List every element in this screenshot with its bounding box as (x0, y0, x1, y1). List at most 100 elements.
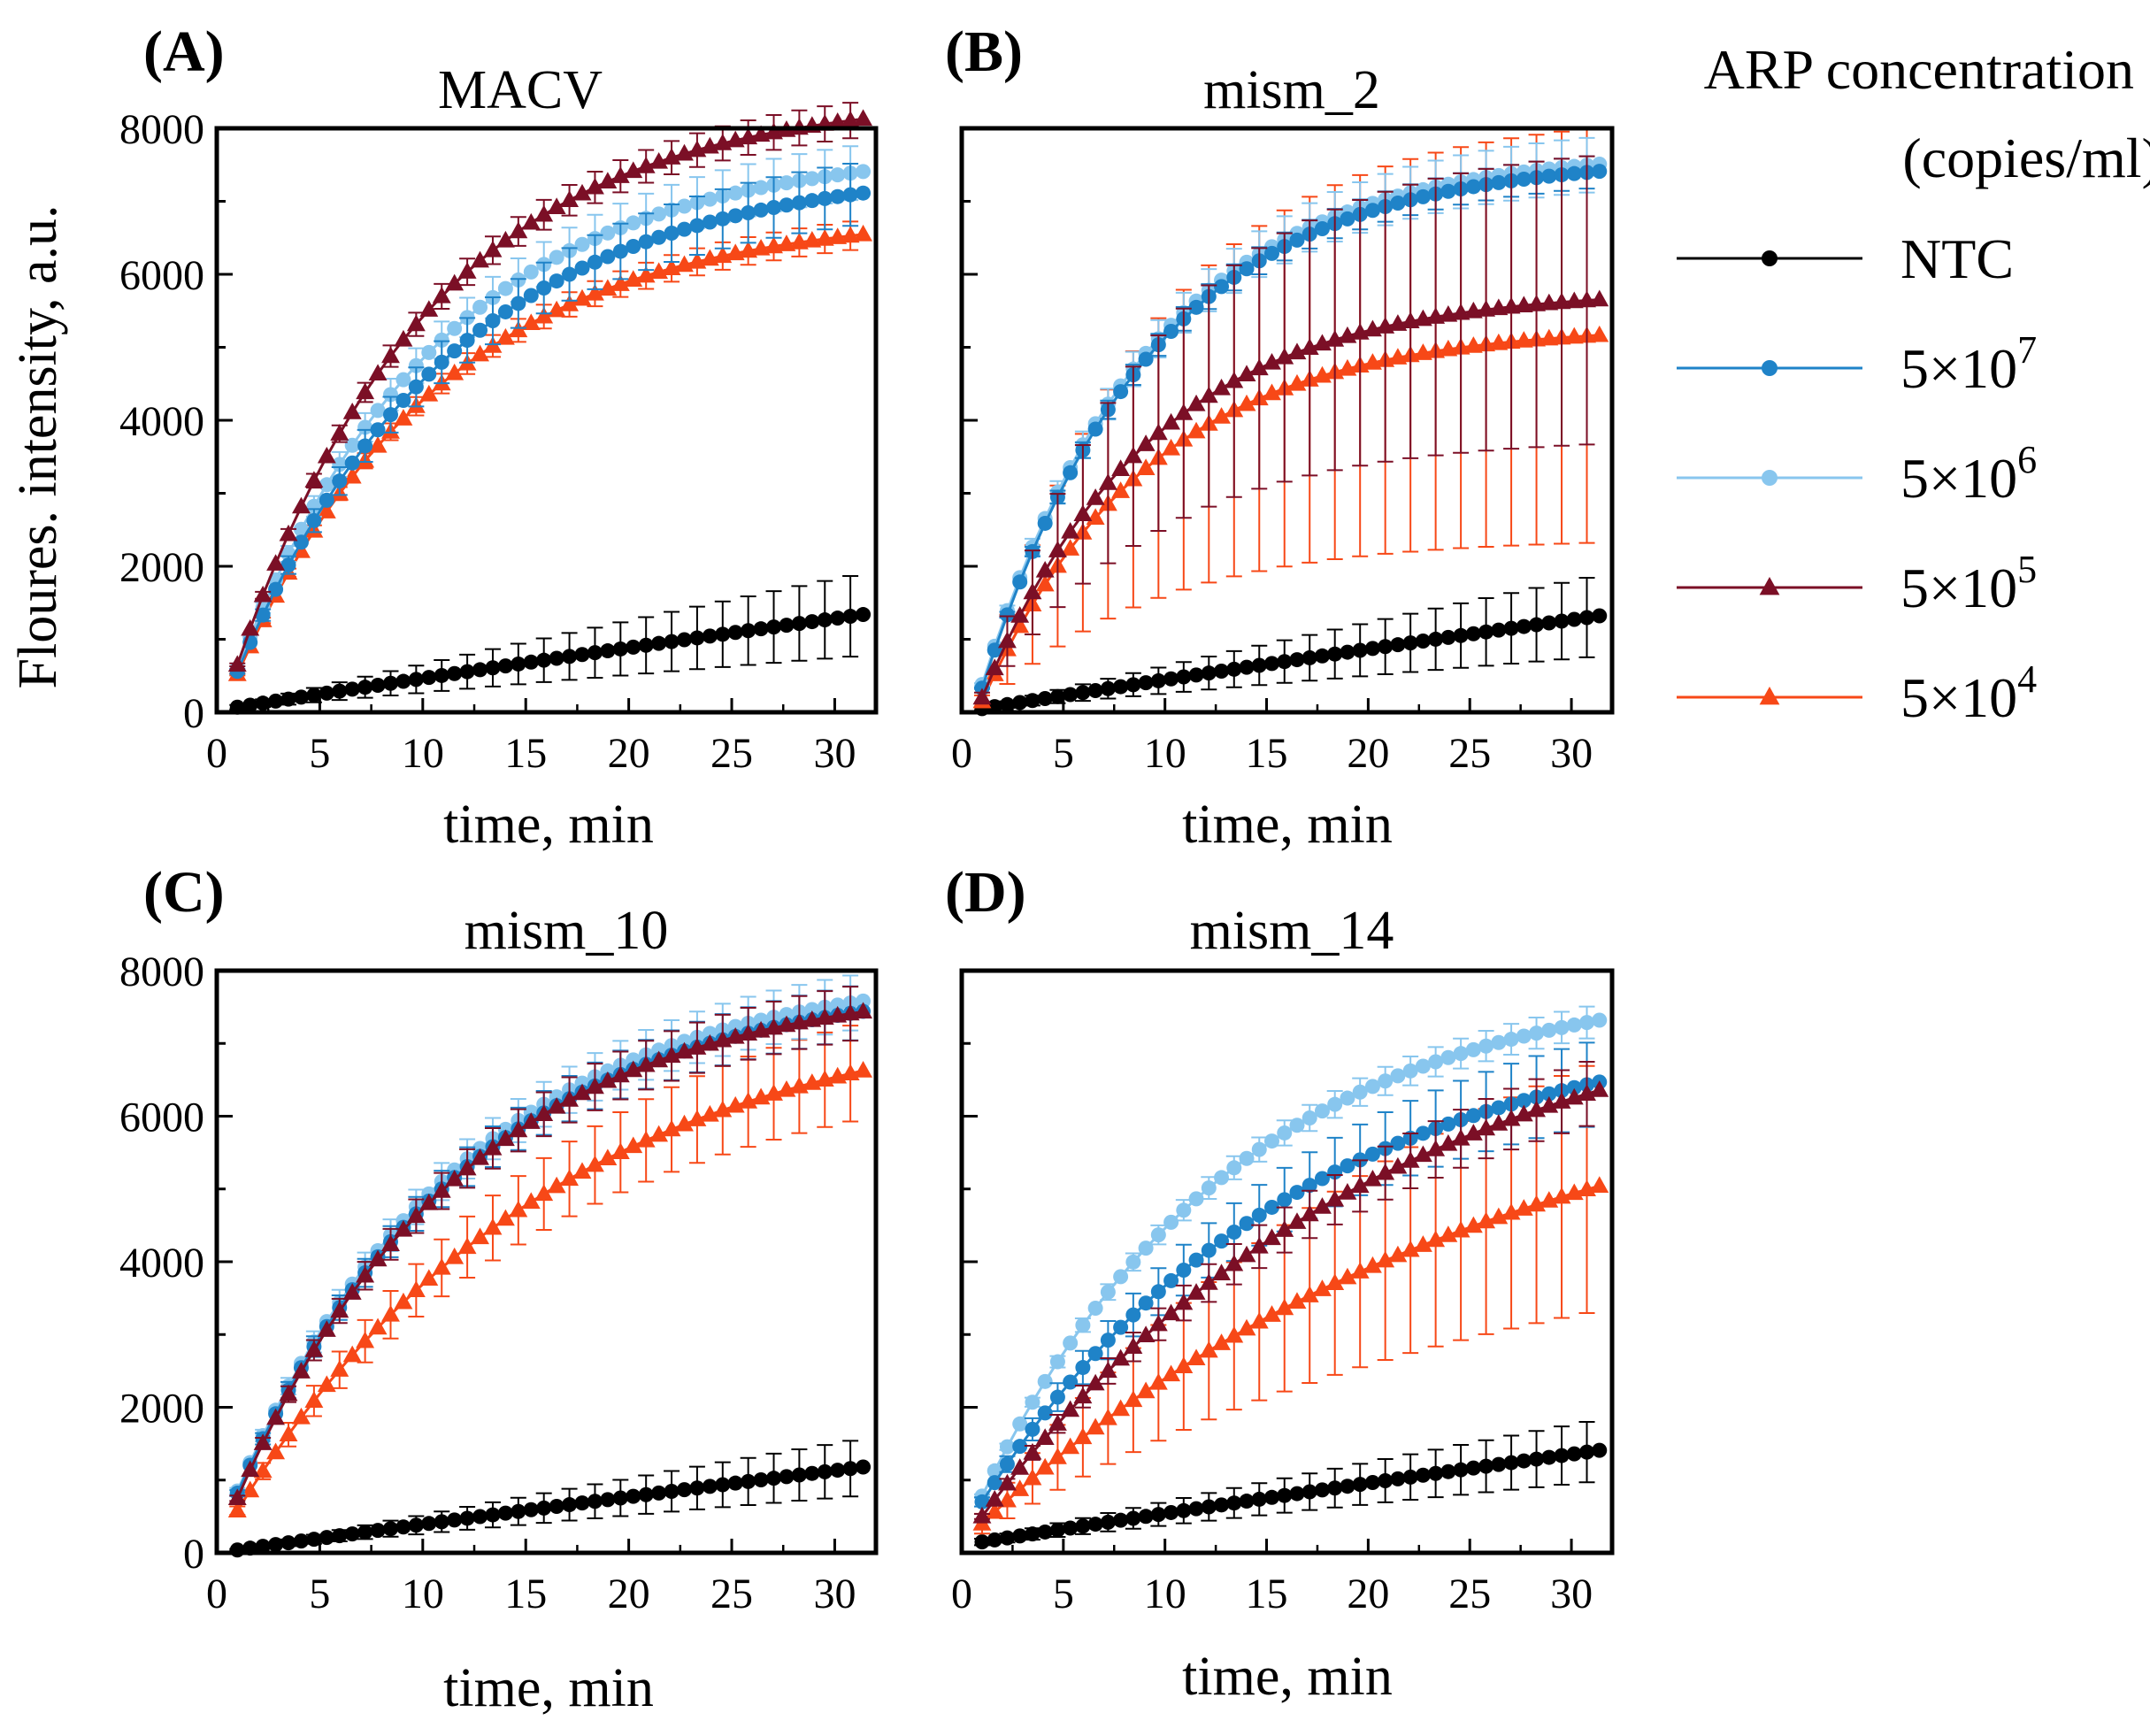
data-point (560, 190, 580, 208)
data-point (1579, 1444, 1595, 1460)
data-point (998, 631, 1017, 649)
data-point (636, 1055, 656, 1072)
data-point (1138, 1295, 1154, 1311)
data-point (1465, 626, 1481, 641)
data-point (1503, 1455, 1519, 1471)
data-point (534, 1184, 554, 1202)
data-point (1516, 1028, 1532, 1044)
data-point (1125, 677, 1141, 693)
data-point (572, 288, 592, 306)
data-point (1338, 1183, 1357, 1200)
data-point (459, 333, 475, 349)
data-point (753, 1472, 769, 1488)
data-point (1477, 1211, 1496, 1229)
data-point (330, 1360, 349, 1377)
panel-c-ticks: 0 5 10 15 20 25 30 0 2000 4000 6000 8000 (119, 949, 856, 1617)
data-point (830, 611, 846, 626)
data-point (1390, 637, 1406, 653)
data-point (1100, 1333, 1116, 1348)
data-point (382, 675, 398, 691)
data-point (1287, 1292, 1307, 1309)
data-point (472, 1509, 488, 1525)
data-point (1287, 1212, 1307, 1229)
data-point (1578, 290, 1596, 308)
data-point (357, 1525, 373, 1540)
panel-d-x-tick-label: 20 (1347, 1571, 1389, 1617)
data-point (332, 473, 348, 489)
data-point (598, 172, 618, 188)
data-point (432, 1257, 451, 1275)
data-point (1376, 1163, 1395, 1180)
data-point (1541, 1086, 1557, 1102)
data-point (1440, 1463, 1456, 1479)
data-point (585, 177, 604, 195)
data-point (1465, 1108, 1481, 1124)
data-point (495, 1129, 515, 1147)
data-point (1035, 574, 1055, 592)
data-point (395, 1519, 411, 1535)
data-point (229, 1542, 245, 1558)
data-point (332, 457, 348, 472)
panel-a-y-tick-label: 2000 (119, 544, 204, 591)
panel-a-x-tick-label: 10 (402, 730, 444, 777)
panel-a-x-tick-label: 30 (813, 730, 856, 777)
data-point (1363, 1256, 1382, 1273)
data-point (1451, 1220, 1470, 1238)
data-point (1136, 1325, 1156, 1342)
data-point (1098, 473, 1117, 490)
data-point (1566, 1079, 1582, 1095)
data-point (1162, 412, 1181, 430)
data-point (1226, 1495, 1242, 1511)
data-point (1049, 688, 1065, 704)
data-point (854, 1002, 873, 1019)
data-point (472, 662, 488, 678)
data-point (521, 1192, 541, 1210)
data-point (1249, 1236, 1269, 1254)
data-point (1087, 1346, 1103, 1362)
data-point (585, 1077, 604, 1095)
data-point (1514, 1104, 1533, 1122)
data-point (598, 1148, 618, 1166)
data-point (1098, 1361, 1117, 1379)
data-point (1100, 1284, 1116, 1300)
data-point (497, 303, 513, 319)
data-point (1516, 171, 1532, 187)
data-point (1554, 1019, 1570, 1035)
data-point (610, 1142, 630, 1159)
data-point (342, 403, 362, 419)
panel-d-x-axis-label: time, min (1182, 1647, 1393, 1707)
data-point (1363, 1169, 1382, 1187)
data-point (1325, 1273, 1345, 1291)
data-point (509, 221, 528, 239)
data-point (1590, 289, 1609, 307)
data-point (764, 236, 783, 254)
data-point (1163, 1272, 1179, 1288)
data-point (1061, 1400, 1080, 1417)
data-point (1163, 1214, 1179, 1230)
data-point (1314, 1103, 1330, 1119)
panel-a-x-axis-label: time, min (443, 795, 654, 855)
data-point (1489, 1114, 1509, 1131)
data-point (715, 211, 731, 227)
panel-a-ticks: 0 5 10 15 20 25 30 0 2000 4000 6000 8000 (119, 106, 856, 777)
data-point (472, 299, 488, 315)
data-point (1263, 352, 1281, 370)
data-point (1453, 1046, 1469, 1062)
data-point (572, 1162, 592, 1179)
data-point (319, 492, 334, 508)
data-point (1073, 1386, 1093, 1404)
data-point (1201, 1180, 1217, 1196)
data-point (1378, 639, 1394, 655)
data-point (841, 1003, 860, 1021)
legend-label-base: 5×10 (1900, 337, 2017, 400)
data-point (624, 1060, 643, 1078)
data-point (1540, 293, 1559, 311)
data-point (1527, 294, 1547, 311)
y-axis-label: Floures. intensity, a.u. (8, 204, 68, 688)
data-point (356, 1331, 375, 1348)
data-point (700, 1104, 719, 1122)
data-point (1111, 459, 1131, 477)
data-point (1364, 203, 1380, 219)
data-point (1239, 1150, 1255, 1166)
panel-c-y-tick-label: 8000 (119, 949, 204, 995)
